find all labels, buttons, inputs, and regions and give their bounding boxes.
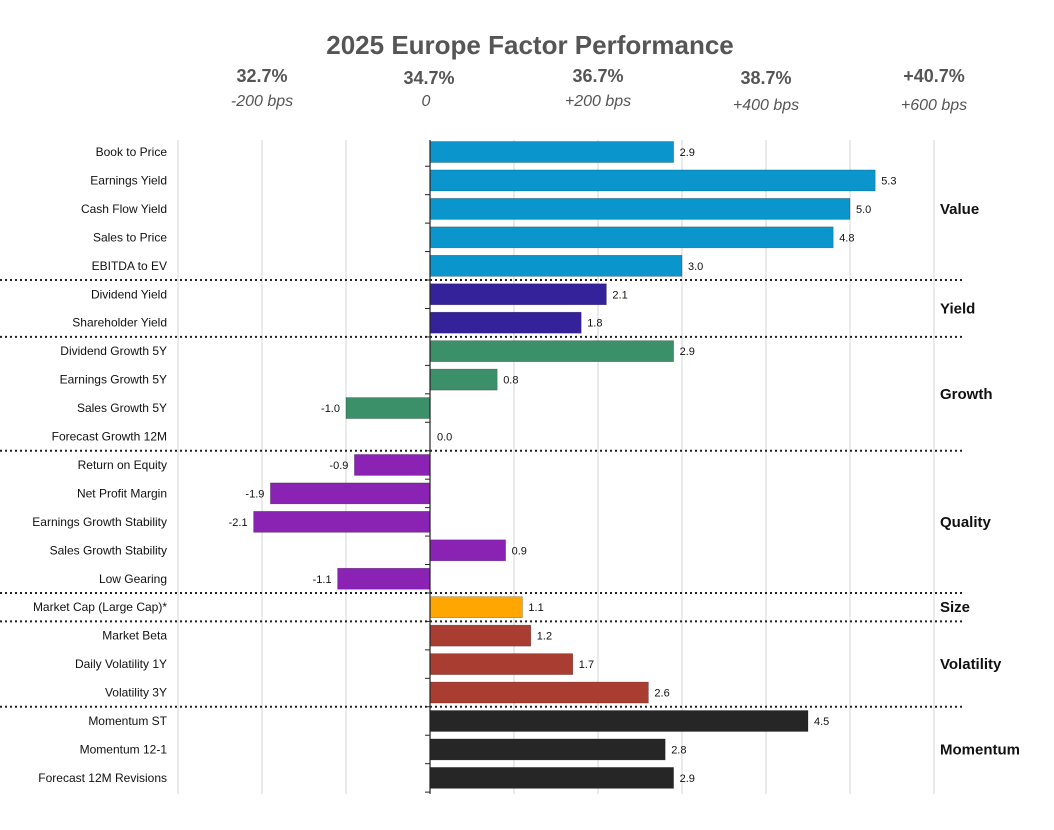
group-label: Quality: [940, 514, 992, 531]
value-label: 5.3: [881, 175, 896, 187]
bar: [253, 511, 431, 533]
category-label: Sales Growth Stability: [50, 543, 167, 557]
value-label: 3.0: [688, 261, 703, 273]
group-label: Growth: [940, 386, 993, 403]
top-axis-pct-label: 32.7%: [236, 66, 287, 86]
bar: [429, 226, 834, 249]
group-label: Momentum: [940, 741, 1020, 758]
bar: [429, 738, 666, 761]
value-label: 2.1: [612, 289, 627, 301]
bar: [429, 368, 498, 391]
value-label: 2.9: [680, 346, 695, 358]
top-axis-bps-label: 0: [422, 93, 431, 110]
top-axis-pct-label: 34.7%: [403, 68, 454, 88]
group-label: Value: [940, 201, 979, 218]
value-label: 0.8: [503, 375, 518, 387]
category-label: Volatility 3Y: [105, 686, 167, 700]
bar: [429, 311, 582, 334]
category-label: Earnings Growth 5Y: [60, 373, 167, 387]
group-label: Yield: [940, 300, 975, 317]
bar: [270, 482, 431, 505]
category-label: Market Beta: [102, 629, 167, 643]
value-label: 0.0: [437, 432, 452, 444]
value-label: 2.9: [680, 147, 695, 159]
category-label: Momentum 12-1: [80, 742, 168, 756]
value-label: 4.8: [839, 232, 854, 244]
value-label: 2.8: [671, 744, 686, 756]
category-label: Daily Volatility 1Y: [75, 657, 167, 671]
bar: [345, 397, 431, 419]
category-label: Earnings Yield: [90, 173, 167, 187]
value-label: -1.0: [321, 403, 340, 415]
value-label: 4.5: [814, 716, 829, 728]
category-label: Dividend Growth 5Y: [60, 344, 167, 358]
value-label: -2.1: [229, 517, 248, 529]
bar: [429, 255, 683, 277]
category-label: Low Gearing: [99, 572, 167, 586]
category-label: Market Cap (Large Cap)*: [33, 600, 167, 614]
value-label: 2.6: [654, 688, 669, 700]
top-axis-bps-label: +400 bps: [733, 97, 799, 114]
category-label: Dividend Yield: [91, 287, 167, 301]
bar: [337, 567, 431, 590]
category-label: Forecast 12M Revisions: [38, 771, 167, 785]
top-axis-pct-label: 36.7%: [572, 66, 623, 86]
category-label: Momentum ST: [88, 714, 167, 728]
value-label: -1.1: [313, 574, 332, 586]
category-label: Book to Price: [96, 145, 168, 159]
category-label: Forecast Growth 12M: [52, 430, 167, 444]
value-label: 0.9: [512, 545, 527, 557]
category-label: Sales Growth 5Y: [77, 401, 167, 415]
category-label: Sales to Price: [93, 230, 167, 244]
bar: [429, 141, 674, 163]
category-label: Net Profit Margin: [77, 486, 167, 500]
bar: [429, 283, 607, 306]
category-label: Return on Equity: [78, 458, 167, 472]
top-axis-bps-label: +200 bps: [565, 93, 631, 110]
value-label: 1.2: [537, 631, 552, 643]
category-label: Cash Flow Yield: [81, 202, 167, 216]
bar: [429, 340, 674, 362]
value-label: 2.9: [680, 773, 695, 785]
bar: [429, 596, 523, 619]
bar: [429, 681, 649, 704]
bar: [354, 454, 431, 476]
value-label: -1.9: [245, 488, 264, 500]
value-label: 1.7: [579, 659, 594, 671]
bar: [429, 198, 851, 220]
bar: [429, 710, 809, 732]
category-label: EBITDA to EV: [92, 259, 167, 273]
chart-title: 2025 Europe Factor Performance: [326, 30, 734, 60]
bar: [429, 653, 574, 675]
category-label: Shareholder Yield: [72, 316, 167, 330]
value-label: 1.8: [587, 318, 602, 330]
top-axis-pct-label: 38.7%: [740, 68, 791, 88]
bar: [429, 624, 532, 647]
top-axis-bps-label: -200 bps: [231, 93, 293, 110]
value-label: 5.0: [856, 204, 871, 216]
top-axis-bps-label: +600 bps: [901, 97, 967, 114]
value-label: 1.1: [528, 602, 543, 614]
category-label: Earnings Growth Stability: [32, 515, 167, 529]
group-label: Volatility: [940, 656, 1002, 673]
bar: [429, 767, 674, 789]
top-axis-pct-label: +40.7%: [903, 66, 965, 86]
bar: [429, 169, 876, 192]
group-label: Size: [940, 599, 970, 616]
value-label: -0.9: [329, 460, 348, 472]
bar: [429, 539, 506, 562]
